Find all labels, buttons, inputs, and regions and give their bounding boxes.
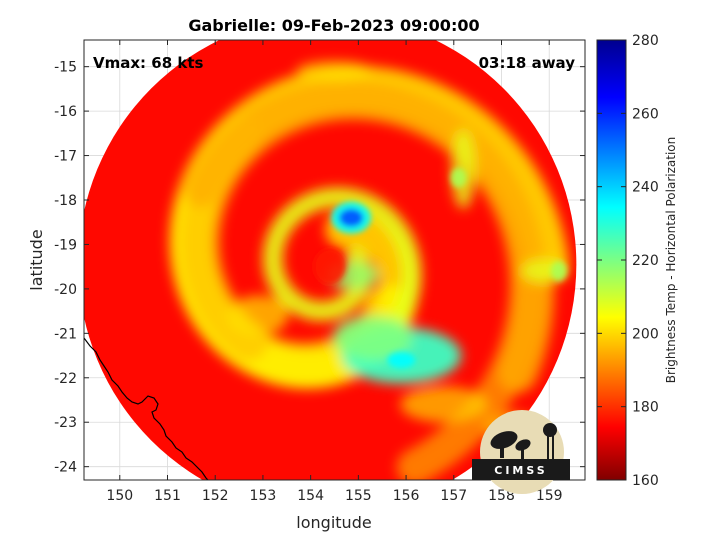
y-axis: -15 -16 -17 -18 -19 -20 -21 -22 -23 -24 — [54, 60, 585, 476]
coastline — [84, 337, 209, 480]
y-tick-label: -22 — [54, 371, 77, 387]
rain-cell — [296, 61, 373, 82]
x-tick-label: 157 — [440, 488, 467, 504]
x-tick-label: 159 — [536, 488, 563, 504]
y-tick-label: -18 — [54, 193, 77, 209]
cimss-logo: CIMSS — [472, 410, 570, 494]
y-tick-label: -15 — [54, 60, 77, 76]
x-tick-label: 151 — [154, 488, 181, 504]
y-tick-label: -16 — [54, 104, 77, 120]
colorbar-tick-label: 180 — [632, 400, 659, 416]
rainband — [262, 187, 422, 344]
logo-text: CIMSS — [494, 464, 547, 477]
x-axis: 150 151 152 153 154 155 156 157 158 159 — [106, 40, 563, 504]
rain-cell-core — [450, 167, 467, 188]
rain-cell — [332, 315, 413, 360]
y-tick-label: -21 — [54, 326, 77, 342]
eyewall-core — [339, 208, 364, 227]
x-tick-label: 152 — [202, 488, 229, 504]
rain-cell — [228, 295, 289, 336]
x-tick-label: 154 — [297, 488, 324, 504]
colorbar-tick-label: 240 — [632, 180, 659, 196]
x-tick-label: 155 — [345, 488, 372, 504]
rain-cell — [451, 128, 476, 209]
y-tick-label: -20 — [54, 282, 77, 298]
storm-eye — [313, 248, 346, 285]
microwave-swath — [84, 40, 577, 480]
axes-frame — [83, 39, 586, 481]
colorbar-tick-label: 260 — [632, 106, 659, 122]
y-tick-label: -23 — [54, 415, 77, 431]
time-offset-annotation: 03:18 away — [479, 54, 576, 72]
y-tick-label: -24 — [54, 460, 77, 476]
vmax-annotation: Vmax: 68 kts — [93, 54, 203, 72]
chart-title: Gabrielle: 09-Feb-2023 09:00:00 — [188, 16, 479, 35]
colorbar: 160 180 200 220 240 260 280 Brightness Temp - … — [596, 33, 678, 489]
rain-cell-core — [550, 261, 567, 282]
colorbar-label: Brightness Temp - Horizontal Polarizatio… — [664, 137, 678, 384]
y-tick-label: -19 — [54, 237, 77, 253]
x-axis-label: longitude — [296, 513, 371, 532]
rainband-core — [387, 352, 416, 368]
x-tick-label: 158 — [488, 488, 515, 504]
colorbar-tick-label: 160 — [632, 473, 659, 489]
colorbar-tick-label: 200 — [632, 326, 659, 342]
x-tick-label: 156 — [393, 488, 420, 504]
x-tick-label: 153 — [250, 488, 277, 504]
rain-cell — [400, 386, 489, 423]
colorbar-tick-label: 280 — [632, 33, 659, 49]
x-tick-label: 150 — [106, 488, 133, 504]
y-axis-label: latitude — [27, 229, 46, 290]
y-tick-label: -17 — [54, 149, 77, 165]
colorbar-tick-label: 220 — [632, 253, 659, 269]
